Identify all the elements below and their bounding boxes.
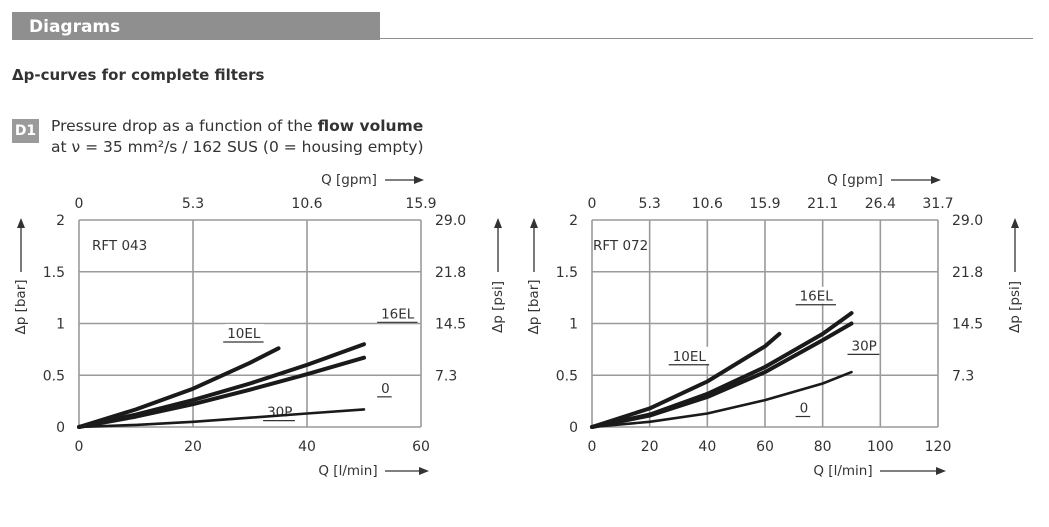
x-tick-label: 40 bbox=[698, 439, 716, 455]
y-tick-label: 0.5 bbox=[43, 368, 65, 384]
x2-axis-label: Q [gpm] bbox=[827, 172, 883, 188]
y2-tick-label: 29.0 bbox=[952, 213, 983, 229]
y2-axis-arrow-head bbox=[1011, 218, 1019, 228]
chart-title: RFT 072 bbox=[593, 238, 648, 254]
y2-tick-label: 14.5 bbox=[435, 317, 466, 333]
y2-axis-label: Δp [psi] bbox=[490, 281, 506, 333]
x2-tick-label: 10.6 bbox=[692, 196, 723, 212]
x2-axis-label: Q [gpm] bbox=[321, 172, 377, 188]
x-tick-label: 20 bbox=[641, 439, 659, 455]
series-line-10el bbox=[77, 346, 281, 429]
x2-tick-label: 0 bbox=[75, 196, 84, 212]
x2-tick-label: 15.9 bbox=[405, 196, 436, 212]
x2-tick-label: 10.6 bbox=[291, 196, 322, 212]
y-axis-arrow-head bbox=[530, 218, 538, 228]
x-tick-label: 60 bbox=[756, 439, 774, 455]
x-tick-label: 80 bbox=[814, 439, 832, 455]
series-label-bg bbox=[379, 304, 418, 322]
series-label: 30P bbox=[852, 338, 877, 354]
y2-tick-label: 7.3 bbox=[435, 368, 457, 384]
series-label-bg bbox=[797, 398, 811, 416]
series-line-10el bbox=[590, 331, 782, 429]
x-axis-label: Q [l/min] bbox=[813, 463, 872, 479]
y2-tick-label: 21.8 bbox=[435, 265, 466, 281]
y-tick-label: 0.5 bbox=[556, 368, 578, 384]
series-label: 16EL bbox=[800, 289, 834, 305]
x2-axis-arrow-head bbox=[931, 176, 941, 184]
x-tick-label: 0 bbox=[588, 439, 597, 455]
series-label: 10EL bbox=[227, 326, 261, 342]
y2-tick-label: 21.8 bbox=[952, 265, 983, 281]
series-label: 0 bbox=[800, 401, 809, 417]
x-tick-label: 40 bbox=[298, 439, 316, 455]
desc-line1-prefix: Pressure drop as a function of the bbox=[51, 117, 318, 135]
y-tick-label: 1.5 bbox=[43, 265, 65, 281]
series-label-bg bbox=[849, 336, 880, 354]
y2-tick-label: 7.3 bbox=[952, 368, 974, 384]
series-line-0 bbox=[77, 408, 366, 429]
chart-rft-043: 0 20 40 60 0 5.3 10.6 15.9 0 0.5 1 1.5 2 7.3 14.5 21.8 2… bbox=[13, 172, 506, 479]
y2-tick-label: 29.0 bbox=[435, 213, 466, 229]
y-tick-label: 0 bbox=[569, 420, 578, 436]
chart-title: RFT 043 bbox=[92, 238, 147, 254]
x-tick-label: 0 bbox=[75, 439, 84, 455]
y-tick-label: 2 bbox=[56, 213, 65, 229]
y2-axis-label: Δp [psi] bbox=[1007, 281, 1023, 333]
x2-tick-label: 5.3 bbox=[182, 196, 204, 212]
desc-line1-bold: flow volume bbox=[317, 117, 424, 135]
x2-tick-label: 0 bbox=[588, 196, 597, 212]
series-label-bg bbox=[670, 346, 710, 364]
x-tick-label: 20 bbox=[184, 439, 202, 455]
x2-tick-label: 26.4 bbox=[865, 196, 896, 212]
x2-axis-arrow-head bbox=[414, 176, 424, 184]
series-label: 16EL bbox=[381, 306, 415, 322]
series-label-bg bbox=[225, 323, 264, 341]
diagram-badge: D1 bbox=[12, 119, 39, 143]
x2-tick-label: 5.3 bbox=[639, 196, 661, 212]
section-header: Diagrams bbox=[12, 12, 380, 40]
y-tick-label: 2 bbox=[569, 213, 578, 229]
series-label: 0 bbox=[381, 381, 390, 397]
x2-tick-label: 21.1 bbox=[807, 196, 838, 212]
x-axis-arrow-head bbox=[936, 467, 946, 475]
series-line-30p bbox=[590, 321, 854, 429]
x-tick-label: 100 bbox=[867, 439, 894, 455]
x-tick-label: 120 bbox=[925, 439, 952, 455]
y-axis-arrow-head bbox=[17, 218, 25, 228]
series-line-0 bbox=[590, 370, 853, 429]
x-axis-arrow-head bbox=[419, 467, 429, 475]
section-subtitle: Δp-curves for complete filters bbox=[12, 66, 265, 84]
x2-tick-label: 15.9 bbox=[749, 196, 780, 212]
series-label: 10EL bbox=[673, 349, 707, 365]
series-label-bg bbox=[797, 286, 836, 304]
y-axis-label: Δp [bar] bbox=[13, 279, 29, 334]
x2-tick-label: 31.7 bbox=[922, 196, 953, 212]
y2-tick-label: 14.5 bbox=[952, 317, 983, 333]
y2-axis-arrow-head bbox=[494, 218, 502, 228]
y-tick-label: 1 bbox=[56, 317, 65, 333]
series-line-30p bbox=[77, 355, 366, 429]
x-tick-label: 60 bbox=[412, 439, 430, 455]
y-axis-label: Δp [bar] bbox=[526, 279, 542, 334]
y-tick-label: 1 bbox=[569, 317, 578, 333]
y-tick-label: 0 bbox=[56, 420, 65, 436]
series-label-bg bbox=[379, 378, 392, 396]
diagram-description: Pressure drop as a function of the flow … bbox=[51, 116, 424, 158]
y-tick-label: 1.5 bbox=[556, 265, 578, 281]
x-axis-label: Q [l/min] bbox=[318, 463, 377, 479]
header-divider bbox=[12, 38, 1033, 39]
desc-line2: at ν = 35 mm²/s / 162 SUS (0 = housing e… bbox=[51, 138, 424, 156]
